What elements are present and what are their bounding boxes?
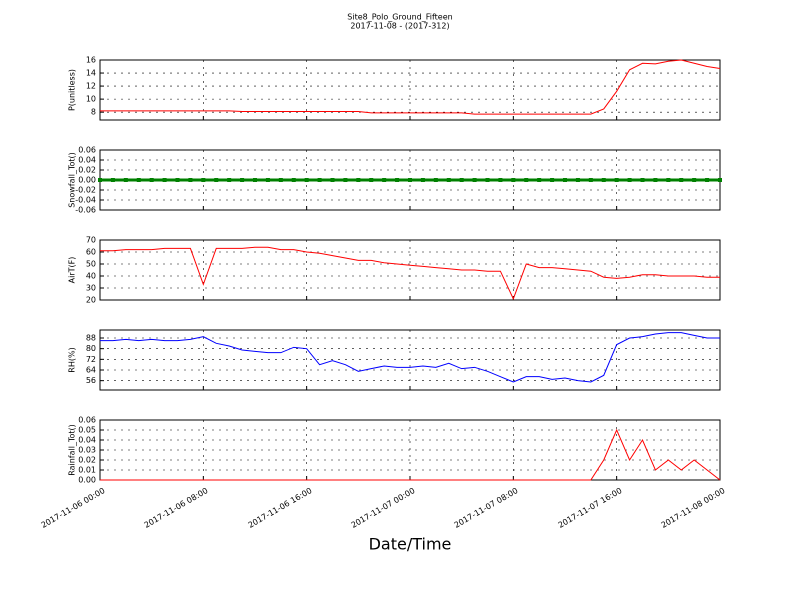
data-point (718, 178, 722, 182)
data-line (100, 59, 721, 115)
data-point (240, 178, 245, 182)
data-point (588, 178, 593, 182)
data-point (343, 178, 348, 182)
x-axis-label: Date/Time (369, 535, 452, 554)
data-point (705, 178, 710, 182)
data-line (100, 246, 720, 301)
data-point (524, 178, 529, 182)
y-tick-label: 80 (86, 344, 96, 353)
data-point (149, 178, 154, 182)
data-point (485, 178, 490, 182)
data-point (395, 178, 400, 182)
y-tick-label: 72 (86, 355, 96, 364)
y-axis-label: P(unitless) (68, 69, 77, 111)
data-point (162, 178, 167, 182)
data-point (459, 178, 464, 182)
data-point (304, 178, 309, 182)
data-point (265, 178, 270, 182)
chart-title: Site8_Polo_Ground_Fifteen (347, 13, 452, 22)
data-point (420, 178, 425, 182)
data-point (330, 178, 335, 182)
y-tick-label: 0.04 (78, 436, 96, 445)
data-point (188, 178, 193, 182)
y-tick-label: -0.06 (75, 206, 96, 215)
y-tick-label: 0.02 (78, 456, 96, 465)
y-axis-label: RH(%) (68, 347, 77, 372)
data-point (537, 178, 542, 182)
data-line (100, 332, 720, 383)
y-tick-label: 30 (86, 284, 96, 293)
data-point (369, 178, 374, 182)
y-tick-label: 10 (86, 95, 96, 104)
data-point (511, 178, 516, 182)
y-tick-label: 0.01 (78, 466, 96, 475)
y-tick-label: 56 (86, 376, 96, 385)
y-axis-label: Snowfall_Tot() (68, 152, 77, 208)
data-point (601, 178, 606, 182)
y-axis-label: Rainfall_Tot() (68, 424, 77, 476)
data-point (640, 178, 645, 182)
y-tick-label: 0.00 (78, 476, 96, 485)
data-point (278, 178, 283, 182)
data-point (110, 178, 115, 182)
data-point (136, 178, 141, 182)
data-point (446, 178, 451, 182)
data-point (382, 178, 387, 182)
y-axis-label: AirT(F) (68, 257, 77, 284)
data-point (175, 178, 180, 182)
y-tick-label: 0.05 (78, 426, 96, 435)
y-tick-label: 0.06 (78, 416, 96, 425)
y-tick-label: 14 (86, 69, 96, 78)
y-tick-label: 0.02 (78, 166, 96, 175)
data-point (214, 178, 219, 182)
y-tick-label: 0.00 (78, 176, 96, 185)
data-point (433, 178, 438, 182)
data-point (201, 178, 206, 182)
data-point (356, 178, 361, 182)
data-point (317, 178, 322, 182)
data-line (100, 428, 721, 481)
data-point (498, 178, 503, 182)
data-point (666, 178, 671, 182)
y-tick-label: 0.03 (78, 446, 96, 455)
y-tick-label: 70 (86, 236, 96, 245)
data-point (123, 178, 128, 182)
data-point (98, 178, 102, 182)
data-point (472, 178, 477, 182)
data-point (653, 178, 658, 182)
y-tick-label: 64 (86, 366, 96, 375)
y-tick-label: 88 (86, 334, 96, 343)
y-tick-label: 0.06 (78, 146, 96, 155)
y-tick-label: -0.04 (75, 196, 96, 205)
data-point (614, 178, 619, 182)
data-point (291, 178, 296, 182)
data-point (253, 178, 257, 182)
y-tick-label: 8 (91, 108, 96, 117)
data-point (679, 178, 684, 182)
data-point (227, 178, 232, 182)
y-tick-label: 40 (86, 272, 96, 281)
y-tick-label: 50 (86, 260, 96, 269)
data-point (575, 178, 580, 182)
y-tick-label: 20 (86, 296, 96, 305)
y-tick-label: 0.04 (78, 156, 96, 165)
data-point (692, 178, 697, 182)
chart-subtitle: 2017-11-08 - (2017-312) (350, 22, 449, 31)
y-tick-label: -0.02 (75, 186, 96, 195)
y-tick-label: 16 (86, 56, 96, 65)
data-point (563, 178, 567, 182)
data-point (408, 178, 412, 182)
data-point (627, 178, 632, 182)
y-tick-label: 12 (86, 82, 96, 91)
y-tick-label: 60 (86, 248, 96, 257)
data-point (550, 178, 555, 182)
